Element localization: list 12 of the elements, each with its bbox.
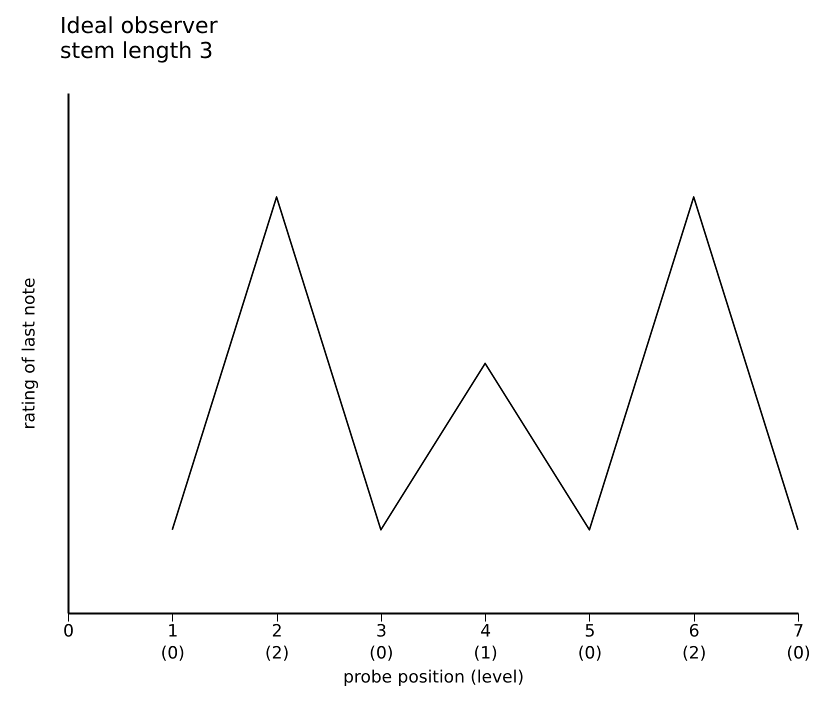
chart-subtitle: stem length 3 <box>60 39 214 64</box>
y-axis-title: rating of last note <box>20 278 40 430</box>
x-tick-label: 6 (2) <box>682 622 706 664</box>
x-tick-label: 7 (0) <box>786 622 811 664</box>
x-tick-label: 2 (2) <box>265 622 290 664</box>
x-tick-label: 3 (0) <box>369 622 394 664</box>
chart-title: Ideal observer <box>60 14 219 39</box>
x-tick-label: 1 (0) <box>160 622 185 664</box>
x-tick-label: 0 <box>63 622 74 642</box>
x-tick-label: 4 (1) <box>474 622 498 664</box>
x-axis-title: probe position (level) <box>343 668 524 688</box>
x-tick-label: 5 (0) <box>578 622 602 664</box>
